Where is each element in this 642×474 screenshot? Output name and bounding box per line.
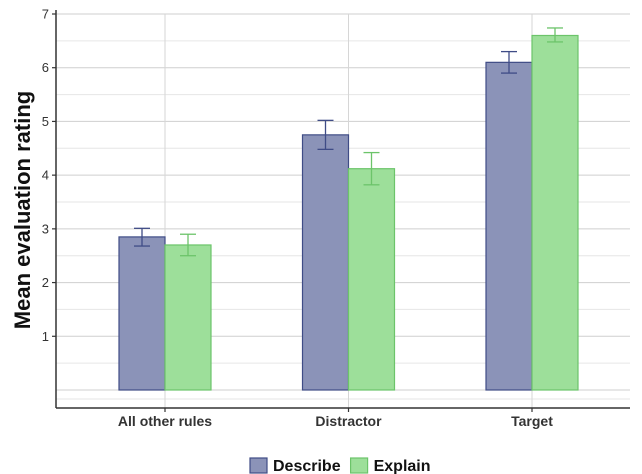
x-tick-label: Target (511, 413, 553, 429)
bar-explain (347, 168, 396, 391)
tick-labels: 1 2 3 4 5 6 7 All other rules Distractor Target (42, 7, 553, 430)
x-tick-label: Distractor (315, 413, 382, 429)
y-tick-label: 7 (42, 7, 49, 22)
y-tick-label: 5 (42, 114, 49, 129)
bars (118, 27, 579, 391)
axes (52, 10, 630, 412)
bar-describe (485, 61, 533, 391)
bar-explain (164, 244, 212, 391)
bar-explain (531, 34, 579, 391)
legend-swatch-explain (349, 457, 369, 474)
legend-label-explain: Explain (374, 458, 431, 474)
y-tick-label: 1 (42, 329, 49, 344)
x-tick-label: All other rules (118, 413, 212, 429)
y-axis-title: Mean evaluation rating (10, 91, 35, 329)
bar-describe (118, 236, 166, 391)
legend: Describe Explain (249, 457, 431, 474)
legend-label-describe: Describe (273, 458, 341, 474)
y-tick-label: 2 (42, 275, 49, 290)
y-tick-label: 3 (42, 221, 49, 236)
y-tick-label: 4 (42, 168, 49, 183)
y-tick-label: 6 (42, 60, 49, 75)
bar-describe (301, 134, 350, 391)
legend-swatch-describe (249, 457, 268, 474)
